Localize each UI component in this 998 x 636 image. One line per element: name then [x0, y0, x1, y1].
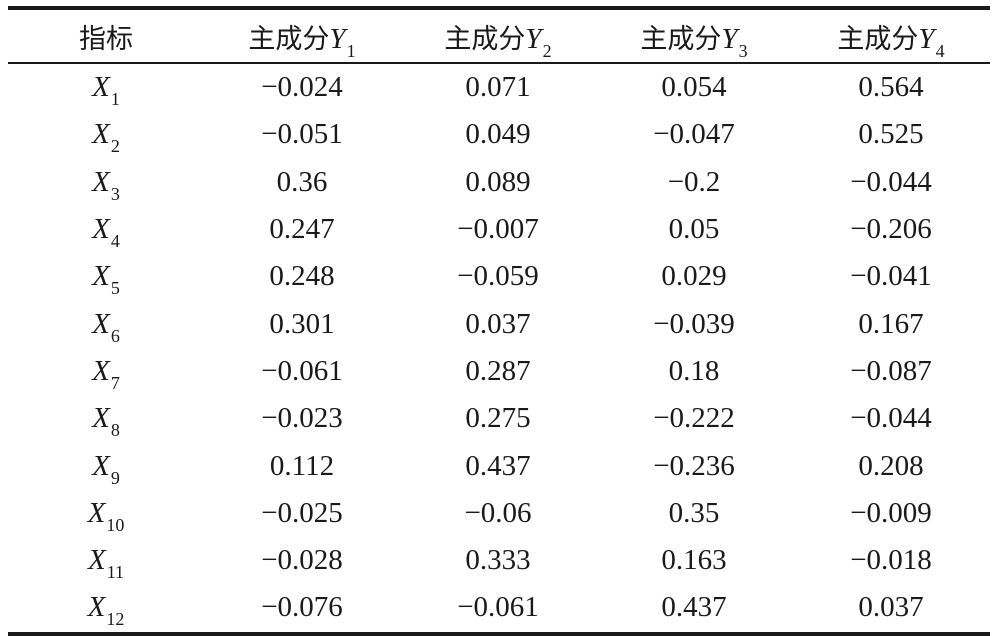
- table-row: X12 −0.076 −0.061 0.437 0.037: [8, 584, 990, 631]
- table-row: X10 −0.025 −0.06 0.35 −0.009: [8, 490, 990, 537]
- loading-value-y2: 0.089: [465, 165, 531, 198]
- table-row: X4 0.247 −0.007 0.05 −0.206: [8, 206, 990, 253]
- loading-value-y4: 0.167: [858, 307, 924, 340]
- table-row: X1 −0.024 0.071 0.054 0.564: [8, 64, 990, 111]
- loading-value-y2: 0.287: [465, 354, 531, 387]
- table-body: X1 −0.024 0.071 0.054 0.564 X2 −0.051 0.049 −0.0…: [8, 64, 990, 632]
- row-indicator: X7: [92, 354, 120, 393]
- loading-value-y3: −0.236: [653, 449, 735, 482]
- loading-value-y4: −0.018: [850, 544, 932, 577]
- loading-value-y3: 0.029: [661, 260, 727, 293]
- loading-value-y1: −0.024: [261, 71, 343, 104]
- loading-value-y1: −0.051: [261, 118, 343, 151]
- row-indicator: X4: [92, 213, 120, 252]
- table-row: X7 −0.061 0.287 0.18 −0.087: [8, 348, 990, 395]
- header-indicator: 指标: [79, 23, 133, 55]
- table-row: X3 0.36 0.089 −0.2 −0.044: [8, 159, 990, 206]
- loading-value-y3: 0.163: [661, 544, 727, 577]
- loading-value-y1: −0.023: [261, 402, 343, 435]
- loading-value-y1: 0.301: [269, 307, 335, 340]
- table-row: X8 −0.023 0.275 −0.222 −0.044: [8, 395, 990, 442]
- loading-value-y2: 0.333: [465, 544, 531, 577]
- table-row: X11 −0.028 0.333 0.163 −0.018: [8, 537, 990, 584]
- loading-value-y4: −0.087: [850, 354, 932, 387]
- loading-value-y4: 0.564: [858, 71, 924, 104]
- loading-value-y3: −0.039: [653, 307, 735, 340]
- header-component-1: 主成分Y1: [248, 22, 356, 61]
- loading-value-y2: −0.059: [457, 260, 539, 293]
- loading-value-y4: −0.044: [850, 165, 932, 198]
- loading-value-y2: 0.071: [465, 71, 531, 104]
- bottom-rule: [8, 631, 990, 636]
- loading-value-y4: 0.525: [858, 118, 924, 151]
- table-row: X9 0.112 0.437 −0.236 0.208: [8, 442, 990, 489]
- loading-value-y2: 0.037: [465, 307, 531, 340]
- data-body-table: X1 −0.024 0.071 0.054 0.564 X2 −0.051 0.049 −0.0…: [8, 64, 990, 632]
- loading-value-y3: 0.35: [668, 496, 720, 529]
- loading-value-y3: 0.18: [668, 354, 720, 387]
- loading-value-y2: 0.437: [465, 449, 531, 482]
- row-indicator: X6: [92, 307, 120, 346]
- loading-value-y1: 0.247: [269, 213, 335, 246]
- row-indicator: X1: [92, 71, 120, 110]
- loading-value-y3: −0.222: [653, 402, 735, 435]
- loading-value-y3: −0.047: [653, 118, 735, 151]
- loading-value-y3: 0.054: [661, 71, 727, 104]
- loading-value-y1: 0.36: [276, 165, 328, 198]
- header-rule: [8, 62, 990, 64]
- row-indicator: X11: [87, 544, 125, 583]
- loading-value-y2: 0.275: [465, 402, 531, 435]
- loading-value-y4: 0.208: [858, 449, 924, 482]
- loading-value-y2: −0.06: [464, 496, 532, 529]
- row-indicator: X5: [92, 260, 120, 299]
- loading-value-y1: −0.025: [261, 496, 343, 529]
- loading-value-y3: −0.2: [667, 165, 721, 198]
- loading-value-y1: 0.248: [269, 260, 335, 293]
- loading-value-y2: −0.007: [457, 213, 539, 246]
- data-table: 指标 主成分Y1 主成分Y2 主成分Y3 主成分Y4: [8, 10, 990, 62]
- row-indicator: X2: [92, 118, 120, 157]
- component-matrix-table: 指标 主成分Y1 主成分Y2 主成分Y3 主成分Y4 X1 −0.024 0.071…: [8, 6, 990, 636]
- loading-value-y2: −0.061: [457, 591, 539, 624]
- row-indicator: X3: [92, 165, 120, 204]
- loading-value-y1: −0.028: [261, 544, 343, 577]
- loading-value-y4: 0.037: [858, 591, 924, 624]
- top-rule: [8, 6, 990, 10]
- loading-value-y3: 0.05: [668, 213, 720, 246]
- table-row: X2 −0.051 0.049 −0.047 0.525: [8, 111, 990, 158]
- loading-value-y1: 0.112: [269, 449, 335, 482]
- loading-value-y1: −0.061: [261, 354, 343, 387]
- table-row: X5 0.248 −0.059 0.029 −0.041: [8, 253, 990, 300]
- header-row: 指标 主成分Y1 主成分Y2 主成分Y3 主成分Y4: [8, 10, 990, 62]
- row-indicator: X9: [92, 449, 120, 488]
- header-component-3: 主成分Y3: [640, 22, 748, 61]
- loading-value-y3: 0.437: [661, 591, 727, 624]
- header-component-2: 主成分Y2: [444, 22, 552, 61]
- header-component-4: 主成分Y4: [837, 22, 945, 61]
- loading-value-y4: −0.009: [850, 496, 932, 529]
- table-row: X6 0.301 0.037 −0.039 0.167: [8, 300, 990, 347]
- loading-value-y4: −0.041: [850, 260, 932, 293]
- row-indicator: X10: [87, 496, 125, 535]
- row-indicator: X8: [92, 402, 120, 441]
- loading-value-y4: −0.206: [850, 213, 932, 246]
- loading-value-y1: −0.076: [261, 591, 343, 624]
- row-indicator: X12: [87, 591, 125, 630]
- loading-value-y2: 0.049: [465, 118, 531, 151]
- loading-value-y4: −0.044: [850, 402, 932, 435]
